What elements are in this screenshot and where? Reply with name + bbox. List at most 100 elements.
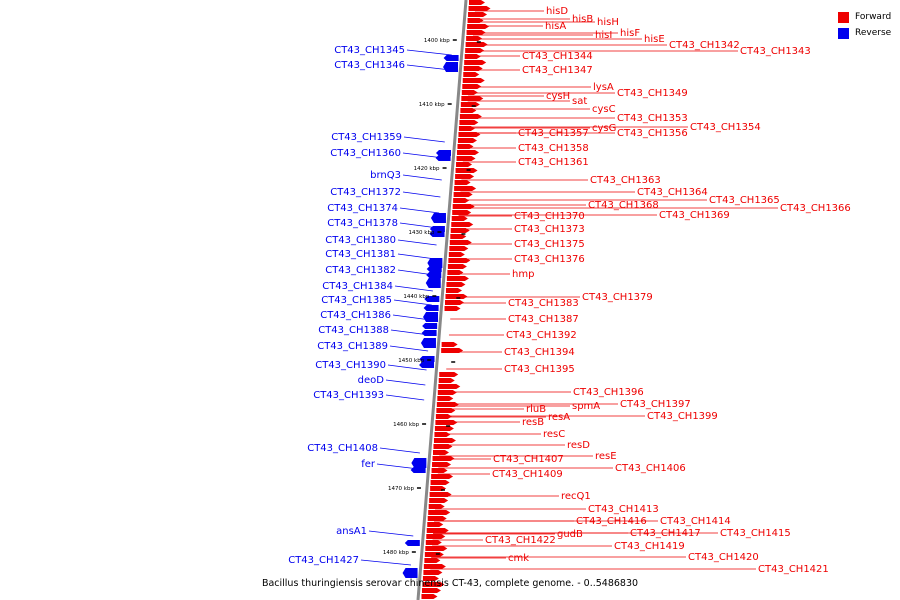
forward-gene-glyph bbox=[446, 282, 466, 287]
forward-gene-glyph bbox=[433, 444, 453, 449]
forward-gene-glyph bbox=[467, 24, 490, 29]
forward-gene-glyph bbox=[465, 42, 488, 47]
forward-gene-glyph bbox=[465, 48, 485, 53]
gene-label-CT43_CH1364: CT43_CH1364 bbox=[637, 187, 708, 198]
forward-gene-glyph bbox=[457, 150, 479, 155]
gene-label-CT43_CH1358: CT43_CH1358 bbox=[518, 143, 589, 154]
forward-gene-glyph bbox=[453, 192, 473, 197]
label-connectors bbox=[360, 10, 778, 570]
forward-gene-glyph bbox=[461, 90, 478, 95]
gene-label-CT43_CH1382: CT43_CH1382 bbox=[325, 265, 396, 276]
gene-label-hisF: hisF bbox=[620, 28, 640, 39]
forward-gene-glyph bbox=[433, 450, 449, 455]
scale-tick-label: 1480 kbp bbox=[383, 550, 409, 556]
gene-label-CT43_CH1390: CT43_CH1390 bbox=[315, 360, 386, 371]
forward-gene-glyph bbox=[427, 516, 447, 521]
forward-gene-glyph bbox=[425, 546, 448, 551]
gene-label-CT43_CH1366: CT43_CH1366 bbox=[780, 203, 851, 214]
gene-label-hisA: hisA bbox=[545, 21, 566, 32]
forward-gene-glyph bbox=[431, 468, 448, 473]
forward-gene-glyph bbox=[459, 114, 482, 119]
connector-CT43_CH1427 bbox=[360, 559, 411, 566]
forward-gene-glyph bbox=[429, 498, 449, 503]
forward-gene-glyph bbox=[454, 180, 471, 185]
connector-CT43_CH1386 bbox=[392, 314, 431, 321]
forward-gene-glyph bbox=[458, 132, 481, 137]
gene-label-CT43_CH1368: CT43_CH1368 bbox=[588, 200, 659, 211]
forward-gene-glyph bbox=[424, 552, 444, 557]
forward-gene-glyph bbox=[424, 558, 441, 563]
reverse-gene-glyph bbox=[436, 150, 451, 156]
gene-label-CT43_CH1374: CT43_CH1374 bbox=[327, 203, 398, 214]
forward-gene-glyph bbox=[435, 414, 452, 419]
scale-ticks: 1400 kbp 1410 kbp 1420 kbp 1430 kbp 1440 kbp… bbox=[383, 38, 481, 556]
gene-label-CT43_CH1375: CT43_CH1375 bbox=[514, 239, 585, 250]
gene-label-CT43_CH1343: CT43_CH1343 bbox=[740, 46, 811, 57]
forward-gene-glyph bbox=[448, 258, 471, 263]
reverse-gene-glyph bbox=[423, 312, 439, 322]
gene-label-CT43_CH1419: CT43_CH1419 bbox=[614, 541, 685, 552]
reverse-gene-glyph bbox=[404, 540, 420, 546]
gene-label-CT43_CH1354: CT43_CH1354 bbox=[690, 122, 761, 133]
gene-label-CT43_CH1356: CT43_CH1356 bbox=[617, 128, 688, 139]
forward-gene-glyph bbox=[444, 306, 461, 311]
legend-reverse: Reverse bbox=[838, 25, 891, 41]
gene-label-CT43_CH1345: CT43_CH1345 bbox=[334, 45, 405, 56]
gene-label-deoD: deoD bbox=[358, 375, 385, 386]
gene-label-resA: resA bbox=[548, 412, 570, 423]
forward-gene-glyph bbox=[439, 372, 459, 377]
reverse-gene-glyph bbox=[425, 278, 441, 288]
forward-gene-glyph bbox=[455, 174, 475, 179]
forward-gene-glyph bbox=[452, 210, 472, 215]
gene-label-CT43_CH1372: CT43_CH1372 bbox=[330, 187, 401, 198]
forward-gene-glyph bbox=[434, 426, 454, 431]
connector-brnQ3 bbox=[402, 174, 442, 181]
connector-CT43_CH1384 bbox=[394, 285, 433, 292]
genome-axis bbox=[416, 0, 468, 600]
connector-CT43_CH1408 bbox=[379, 447, 420, 454]
gene-label-ansA1: ansA1 bbox=[336, 526, 367, 537]
forward-gene-glyph bbox=[445, 294, 468, 299]
gene-label-CT43_CH1414: CT43_CH1414 bbox=[660, 516, 731, 527]
forward-gene-glyph bbox=[463, 72, 480, 77]
forward-gene-glyph bbox=[454, 186, 477, 191]
forward-gene-glyph bbox=[421, 594, 438, 599]
forward-gene-glyph bbox=[445, 300, 464, 305]
gene-label-gudB: gudB bbox=[557, 529, 583, 540]
reverse-gene-glyph bbox=[410, 467, 426, 473]
forward-gene-glyph bbox=[457, 138, 477, 143]
forward-gene-glyph bbox=[435, 420, 458, 425]
gene-label-resB: resB bbox=[522, 417, 544, 428]
gene-label-CT43_CH1380: CT43_CH1380 bbox=[325, 235, 396, 246]
connector-CT43_CH1346 bbox=[406, 64, 451, 71]
connector-CT43_CH1385 bbox=[393, 299, 432, 306]
gene-label-CT43_CH1397: CT43_CH1397 bbox=[620, 399, 691, 410]
scale-tick-label: 1450 kbp bbox=[398, 358, 424, 364]
gene-label-CT43_CH1353: CT43_CH1353 bbox=[617, 113, 688, 124]
forward-gene-glyph bbox=[449, 240, 472, 245]
forward-gene-glyph bbox=[437, 396, 454, 401]
gene-label-cysH: cysH bbox=[546, 91, 570, 102]
forward-gene-glyph bbox=[459, 120, 479, 125]
forward-gene-glyph bbox=[466, 36, 483, 41]
forward-gene-glyph bbox=[428, 504, 445, 509]
forward-gene-glyph bbox=[451, 222, 474, 227]
legend-reverse-swatch bbox=[838, 27, 849, 39]
gene-label-CT43_CH1384: CT43_CH1384 bbox=[322, 281, 393, 292]
reverse-gene-glyph bbox=[435, 155, 451, 161]
gene-label-CT43_CH1392: CT43_CH1392 bbox=[506, 330, 577, 341]
gene-label-lysA: lysA bbox=[593, 82, 614, 93]
forward-gene-glyph bbox=[447, 270, 464, 275]
forward-gene-glyph bbox=[462, 84, 482, 89]
reverse-gene-glyph bbox=[421, 330, 437, 336]
forward-gene-glyph bbox=[426, 534, 446, 539]
forward-gene-glyph bbox=[466, 30, 486, 35]
forward-gene-glyph bbox=[441, 348, 464, 353]
gene-label-CT43_CH1347: CT43_CH1347 bbox=[522, 65, 593, 76]
forward-gene-glyph bbox=[456, 156, 476, 161]
gene-label-CT43_CH1416: CT43_CH1416 bbox=[576, 516, 647, 527]
gene-label-CT43_CH1370: CT43_CH1370 bbox=[514, 211, 585, 222]
gene-label-CT43_CH1396: CT43_CH1396 bbox=[573, 387, 644, 398]
forward-gene-glyph bbox=[427, 522, 444, 527]
